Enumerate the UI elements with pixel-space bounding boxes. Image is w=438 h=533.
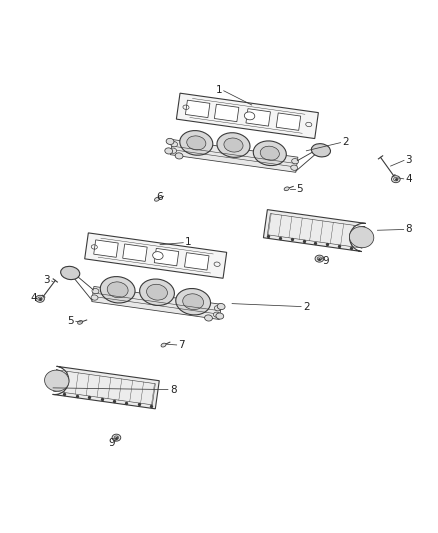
Ellipse shape bbox=[183, 294, 204, 310]
Ellipse shape bbox=[165, 148, 173, 154]
Text: 7: 7 bbox=[179, 340, 185, 350]
Ellipse shape bbox=[92, 288, 99, 294]
Ellipse shape bbox=[244, 112, 255, 120]
Ellipse shape bbox=[214, 305, 221, 311]
Polygon shape bbox=[92, 286, 222, 319]
Text: 6: 6 bbox=[157, 192, 163, 201]
Ellipse shape bbox=[175, 153, 183, 159]
Ellipse shape bbox=[205, 315, 212, 321]
Ellipse shape bbox=[161, 343, 166, 347]
Text: 5: 5 bbox=[67, 316, 74, 326]
Ellipse shape bbox=[292, 158, 299, 164]
Polygon shape bbox=[170, 140, 298, 172]
Polygon shape bbox=[177, 93, 318, 139]
Ellipse shape bbox=[253, 141, 286, 166]
Ellipse shape bbox=[112, 434, 121, 441]
Ellipse shape bbox=[284, 187, 289, 191]
Ellipse shape bbox=[180, 131, 213, 155]
Ellipse shape bbox=[392, 176, 400, 183]
Ellipse shape bbox=[216, 313, 224, 319]
Text: 1: 1 bbox=[185, 238, 192, 247]
Ellipse shape bbox=[217, 303, 225, 310]
Polygon shape bbox=[246, 109, 270, 126]
Text: 4: 4 bbox=[406, 174, 412, 184]
Text: 5: 5 bbox=[297, 184, 303, 194]
Polygon shape bbox=[123, 244, 147, 261]
Ellipse shape bbox=[166, 139, 174, 144]
Ellipse shape bbox=[91, 295, 98, 300]
Text: 1: 1 bbox=[215, 85, 223, 95]
Ellipse shape bbox=[315, 255, 324, 262]
Ellipse shape bbox=[107, 282, 128, 298]
Polygon shape bbox=[85, 233, 227, 278]
Polygon shape bbox=[263, 209, 366, 252]
Polygon shape bbox=[276, 113, 301, 131]
Polygon shape bbox=[214, 104, 239, 122]
Text: 8: 8 bbox=[406, 224, 412, 235]
Ellipse shape bbox=[291, 165, 298, 171]
Ellipse shape bbox=[176, 288, 211, 315]
Ellipse shape bbox=[350, 227, 374, 248]
Ellipse shape bbox=[147, 284, 167, 300]
Text: 3: 3 bbox=[406, 155, 412, 165]
Text: 4: 4 bbox=[30, 293, 37, 303]
Ellipse shape bbox=[213, 312, 220, 317]
Text: 3: 3 bbox=[43, 276, 50, 286]
Ellipse shape bbox=[187, 136, 206, 150]
Polygon shape bbox=[94, 240, 118, 257]
Text: 8: 8 bbox=[170, 385, 177, 394]
Ellipse shape bbox=[60, 266, 80, 280]
Text: 9: 9 bbox=[323, 256, 329, 266]
Ellipse shape bbox=[217, 133, 250, 157]
Ellipse shape bbox=[100, 277, 135, 303]
Polygon shape bbox=[184, 253, 209, 270]
Ellipse shape bbox=[224, 138, 243, 152]
Text: 2: 2 bbox=[303, 302, 310, 312]
Polygon shape bbox=[185, 100, 210, 118]
Text: 2: 2 bbox=[343, 137, 349, 147]
Ellipse shape bbox=[311, 144, 331, 157]
Ellipse shape bbox=[78, 320, 83, 324]
Ellipse shape bbox=[153, 252, 163, 260]
Ellipse shape bbox=[170, 148, 177, 154]
Ellipse shape bbox=[170, 142, 177, 147]
Ellipse shape bbox=[140, 279, 174, 305]
Ellipse shape bbox=[260, 146, 279, 160]
Text: 9: 9 bbox=[109, 438, 115, 448]
Ellipse shape bbox=[155, 197, 159, 201]
Ellipse shape bbox=[35, 295, 44, 302]
Ellipse shape bbox=[45, 370, 69, 391]
Polygon shape bbox=[154, 248, 179, 266]
Polygon shape bbox=[53, 366, 159, 409]
